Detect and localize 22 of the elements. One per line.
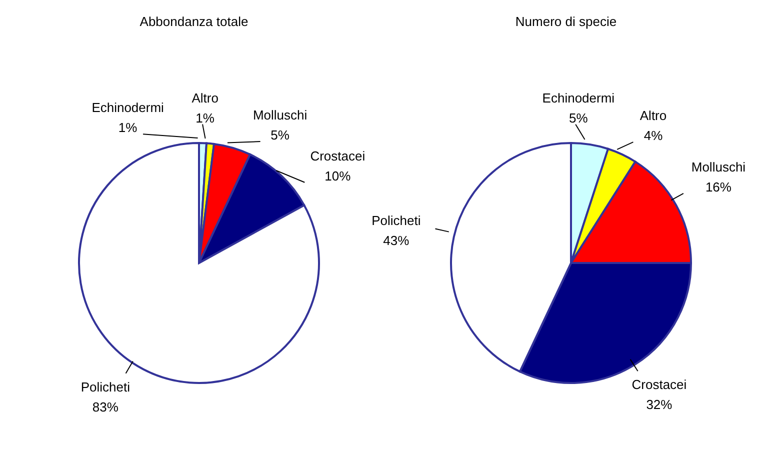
slice-label: Altro [192, 90, 218, 106]
data-label: 1% [118, 120, 138, 136]
data-label: 43% [383, 232, 410, 248]
slice-label: Molluschi [252, 108, 308, 123]
slice-label: Policheti [372, 212, 421, 228]
slice-label: Altro [640, 108, 667, 124]
data-label: 16% [705, 179, 732, 194]
data-label: 5% [569, 110, 588, 126]
chart-title: Abbondanza totale [138, 14, 250, 29]
data-label: 5% [270, 128, 290, 143]
slice-label: Echinodermi [542, 90, 615, 106]
slice-label: Echinodermi [92, 100, 164, 116]
slice-label: Policheti [80, 379, 130, 394]
data-label: 1% [196, 110, 215, 126]
data-label: 32% [646, 397, 673, 412]
data-label: 10% [324, 168, 352, 184]
data-label: 4% [644, 128, 664, 144]
slice-label: Crostacei [310, 148, 366, 164]
data-label: 83% [92, 399, 119, 414]
slice-label: Molluschi [691, 159, 746, 174]
chart-title: Numero di specie [514, 14, 618, 29]
slice-label: Crostacei [632, 377, 687, 392]
